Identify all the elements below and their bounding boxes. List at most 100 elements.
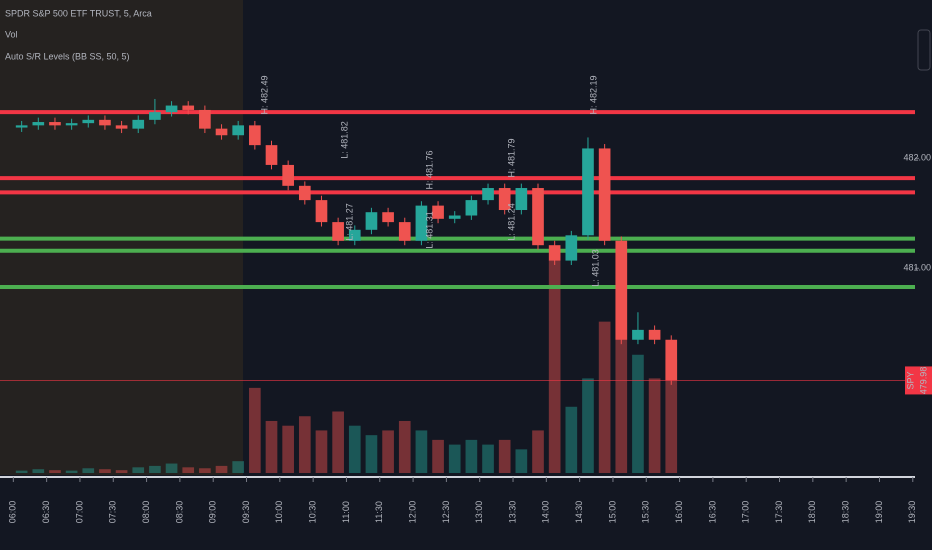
candle-body — [398, 222, 411, 241]
volume-bar — [532, 430, 544, 473]
last-price-label: 479.98 — [918, 367, 928, 395]
volume-bar — [298, 416, 311, 473]
candle-body — [132, 119, 145, 129]
volume-bar — [115, 470, 128, 473]
candle-body — [348, 229, 361, 241]
x-tick-label: 08:00 — [141, 501, 151, 524]
candle-body — [665, 339, 678, 381]
volume-bar — [82, 468, 95, 473]
volume-bar — [415, 430, 428, 473]
candle-body — [532, 188, 544, 246]
indicator-label: Auto S/R Levels (BB SS, 50, 5) — [5, 51, 130, 61]
volume-bar — [382, 430, 394, 473]
volume-bar — [215, 465, 228, 473]
candle-body — [149, 112, 161, 120]
volume-bar — [448, 444, 461, 473]
volume-bar — [498, 439, 511, 473]
x-tick-label: 17:30 — [774, 501, 784, 524]
pivot-annotation: H: 482.49 — [259, 75, 269, 114]
x-tick-label: 16:30 — [707, 501, 717, 524]
volume-bar — [232, 461, 245, 473]
candle-body — [515, 188, 528, 211]
x-tick-label: 15:00 — [607, 501, 617, 524]
last-price-box — [905, 366, 932, 395]
x-tick-label: 09:30 — [241, 501, 251, 524]
volume-bar — [249, 387, 261, 473]
pivot-annotation: L: 481.03 — [590, 249, 600, 287]
volume-bar — [665, 359, 678, 473]
volume-bar — [32, 469, 45, 473]
volume-bar — [598, 321, 611, 473]
candle-body — [182, 105, 195, 110]
x-tick-label: 14:00 — [541, 501, 551, 524]
volume-bar — [332, 411, 344, 473]
volume-bar — [199, 468, 211, 473]
candle-body — [249, 125, 261, 146]
volume-bar — [482, 444, 494, 473]
pivot-annotation: L: 481.24 — [506, 203, 516, 241]
x-tick-label: 18:00 — [807, 501, 817, 524]
volume-bar — [49, 470, 61, 473]
y-tick-label: 482.00 — [903, 153, 931, 163]
x-tick-label: 09:00 — [208, 501, 218, 524]
candle-body — [332, 222, 344, 241]
candle-body — [382, 212, 394, 223]
volume-bar — [65, 470, 78, 473]
candle-body — [315, 200, 328, 223]
x-tick-label: 17:00 — [741, 501, 751, 524]
volume-bar — [582, 378, 594, 473]
x-tick-label: 06:30 — [41, 501, 51, 524]
volume-bar — [182, 467, 195, 473]
chart-title: SPDR S&P 500 ETF TRUST, 5, Arca — [5, 8, 152, 18]
x-tick-label: 11:30 — [374, 501, 384, 523]
pivot-annotation: H: 481.79 — [506, 138, 516, 177]
volume-bar — [615, 245, 628, 473]
x-tick-label: 12:00 — [407, 501, 417, 524]
candle-body — [15, 125, 28, 128]
pivot-annotation: H: 482.19 — [588, 75, 598, 114]
volume-bar — [632, 354, 644, 473]
volume-bar — [565, 406, 578, 473]
candle-body — [32, 122, 45, 126]
candle-body — [465, 200, 478, 216]
x-tick-label: 07:00 — [74, 501, 84, 524]
volume-bar — [365, 435, 378, 473]
x-tick-label: 13:30 — [507, 501, 517, 524]
candle-body — [498, 188, 511, 211]
x-tick-label: 14:30 — [574, 501, 584, 524]
volume-bar — [465, 439, 478, 473]
candle-body — [265, 145, 278, 165]
volume-bar — [15, 470, 28, 473]
volume-bar — [132, 467, 145, 473]
candle-body — [565, 235, 578, 261]
volume-bar — [149, 465, 161, 473]
candle-body — [232, 125, 245, 136]
volume-bar — [348, 425, 361, 473]
candle-body — [282, 164, 294, 186]
volume-label: Vol — [5, 29, 18, 39]
pivot-annotation: H: 481.76 — [424, 150, 434, 189]
x-tick-label: 13:00 — [474, 501, 484, 524]
x-tick-label: 10:00 — [274, 501, 284, 524]
candle-body — [82, 119, 95, 124]
x-tick-label: 12:30 — [441, 501, 451, 524]
symbol-label: SPY — [905, 371, 915, 389]
volume-bar — [398, 420, 411, 473]
x-tick-label: 07:30 — [108, 501, 118, 524]
scale-box — [917, 29, 931, 71]
candle-body — [99, 119, 111, 126]
volume-bar — [99, 469, 111, 473]
candle-body — [49, 122, 61, 126]
candle-body — [598, 148, 611, 241]
pivot-annotation: L: 481.27 — [344, 203, 354, 241]
x-tick-label: 16:00 — [674, 501, 684, 524]
pivot-annotation: L: 481.31 — [424, 211, 434, 249]
candle-body — [548, 245, 561, 261]
volume-bar — [165, 463, 178, 473]
candle-body — [648, 329, 661, 340]
candle-body — [165, 105, 178, 113]
candle-body — [365, 212, 378, 230]
x-tick-label: 06:00 — [8, 501, 18, 524]
y-tick-label: 481.00 — [903, 263, 931, 273]
